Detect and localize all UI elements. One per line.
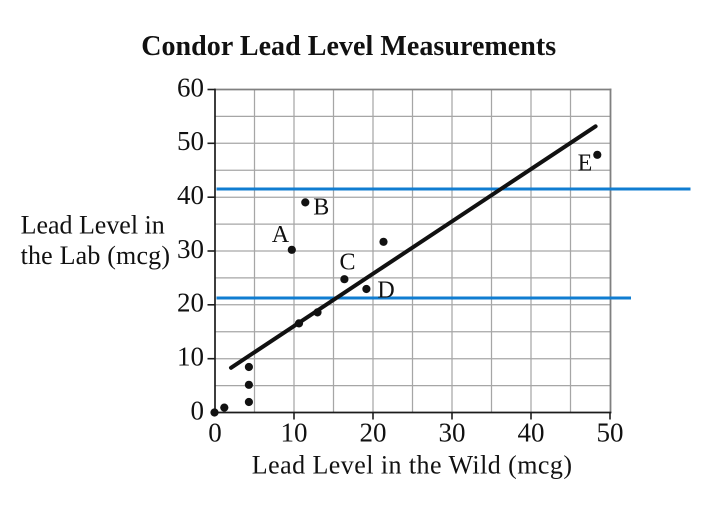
svg-text:10: 10 [177, 342, 204, 372]
svg-text:0: 0 [191, 395, 205, 425]
svg-text:50: 50 [177, 126, 204, 156]
svg-text:Condor Lead Level Measurements: Condor Lead Level Measurements [141, 31, 556, 62]
svg-text:B: B [313, 194, 329, 220]
svg-text:60: 60 [177, 72, 204, 102]
svg-text:D: D [377, 278, 394, 304]
svg-text:C: C [340, 249, 356, 275]
svg-text:A: A [272, 222, 290, 248]
svg-text:40: 40 [177, 180, 204, 210]
svg-text:20: 20 [177, 288, 204, 318]
svg-text:50: 50 [597, 418, 624, 448]
svg-text:10: 10 [281, 418, 308, 448]
svg-text:Lead Level in the Wild (mcg): Lead Level in the Wild (mcg) [252, 451, 572, 480]
svg-text:0: 0 [208, 418, 222, 448]
svg-text:20: 20 [360, 418, 387, 448]
svg-text:Lead Level in: Lead Level in [21, 211, 165, 240]
svg-text:30: 30 [439, 418, 466, 448]
svg-text:E: E [578, 151, 593, 177]
svg-text:40: 40 [518, 418, 545, 448]
svg-text:the Lab (mcg): the Lab (mcg) [21, 241, 170, 270]
svg-text:30: 30 [177, 234, 204, 264]
